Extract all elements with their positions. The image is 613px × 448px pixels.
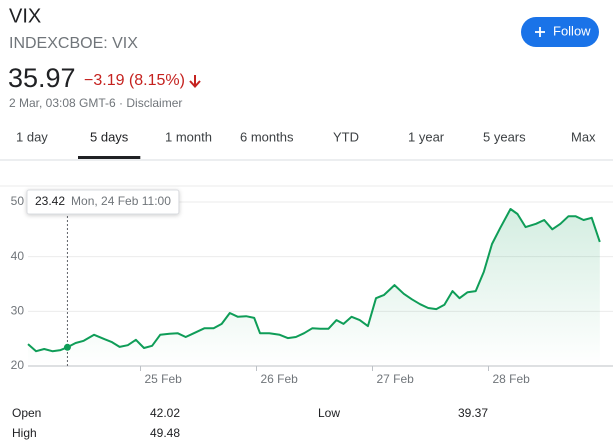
stats: Open 42.02 High 49.48 Low 39.37 [12, 406, 488, 440]
x-tick-label: 25 Feb [145, 372, 183, 386]
stat-value: 42.02 [150, 406, 180, 420]
tab[interactable]: 6 months [240, 129, 294, 144]
tab[interactable]: 5 years [483, 129, 526, 144]
tooltip-time: Mon, 24 Feb 11:00 [71, 194, 171, 208]
y-tick-label: 50 [11, 194, 25, 208]
y-tick-label: 30 [11, 303, 25, 317]
y-tick-label: 20 [11, 358, 25, 372]
stat-value: 49.48 [150, 426, 180, 440]
tab[interactable]: 1 year [408, 129, 445, 144]
price: 35.97 [8, 63, 76, 93]
x-tick-label: 27 Feb [376, 372, 414, 386]
tab[interactable]: 1 day [16, 129, 48, 144]
stat-label: Open [12, 406, 41, 420]
area-fill [28, 209, 600, 366]
follow-button[interactable]: Follow [521, 17, 599, 47]
tooltip-box [26, 189, 180, 215]
tab[interactable]: 1 month [165, 129, 212, 144]
stat-value: 39.37 [458, 406, 488, 420]
down-arrow [189, 75, 201, 88]
ticker-title: VIX [9, 5, 41, 27]
tab-underline [78, 156, 141, 159]
price-line [27, 208, 601, 353]
follow-label[interactable]: Follow [553, 23, 591, 38]
y-tick-label: 40 [11, 249, 25, 263]
x-tick-label: 26 Feb [261, 372, 299, 386]
timestamp: 2 Mar, 03:08 GMT-6 · Disclaimer [9, 96, 182, 110]
tab[interactable]: YTD [333, 129, 359, 144]
tooltip-dot [63, 343, 71, 351]
stat-label: High [12, 426, 37, 440]
tab[interactable]: 5 days [90, 129, 129, 144]
tooltip-value: 23.42 [35, 194, 65, 208]
tabs: 1 day 5 days 1 month 6 months YTD 1 year 5 yea… [16, 129, 596, 159]
x-tick-label: 28 Feb [492, 372, 530, 386]
exchange: INDEXCBOE: VIX [9, 35, 138, 52]
tab[interactable]: Max [571, 129, 596, 144]
chart: 20 30 40 50 25 Feb 26 Feb 27 Feb 28 Feb 23.42 Mon… [0, 185, 613, 386]
stat-label: Low [318, 406, 340, 420]
follow-button-bg[interactable] [521, 17, 599, 47]
price-change: −3.19 (8.15%) [84, 72, 185, 89]
